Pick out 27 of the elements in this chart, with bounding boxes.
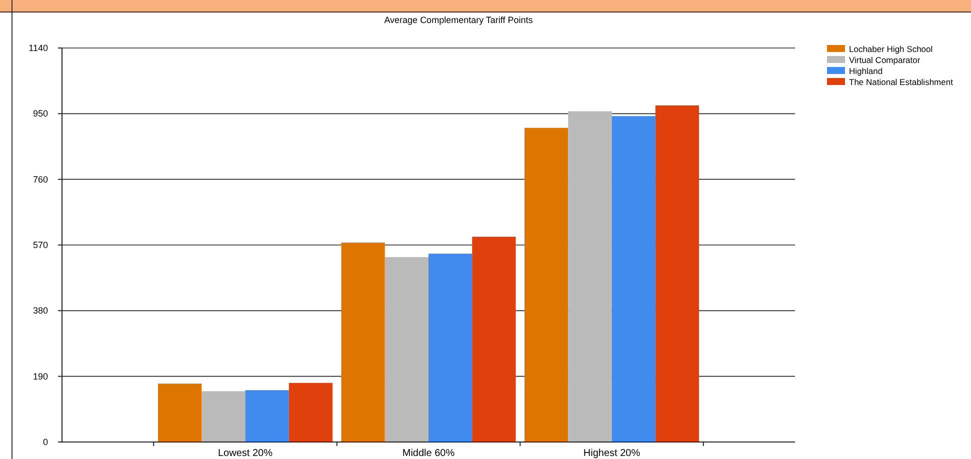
y-tick-label: 950 [32, 108, 48, 119]
bar [341, 242, 385, 442]
bar [202, 391, 246, 442]
bar [472, 236, 516, 442]
y-tick-label: 380 [32, 306, 48, 316]
chart-title: Average Complementary Tariff Points [384, 15, 534, 25]
y-tick-label: 570 [32, 240, 48, 250]
x-tick-label: Highest 20% [583, 448, 640, 459]
bar [612, 116, 656, 442]
bar [245, 390, 289, 442]
x-tick-label: Middle 60% [402, 448, 455, 459]
bar [288, 382, 333, 442]
legend-label: The National Establishment [849, 77, 954, 87]
legend-label: Virtual Comparator [849, 55, 920, 65]
bar [524, 128, 568, 442]
bar [158, 384, 202, 442]
legend-label: Highland [849, 66, 883, 76]
y-tick-label: 1140 [28, 43, 48, 53]
y-tick-label: 0 [42, 437, 48, 447]
bar [428, 254, 472, 442]
x-tick-label: Lowest 20% [218, 448, 273, 459]
legend-label: Lochaber High School [849, 44, 933, 54]
y-tick-label: 190 [32, 371, 48, 382]
bar [655, 105, 700, 442]
bar [384, 257, 428, 442]
bar [568, 111, 612, 442]
y-tick-label: 760 [32, 174, 48, 184]
